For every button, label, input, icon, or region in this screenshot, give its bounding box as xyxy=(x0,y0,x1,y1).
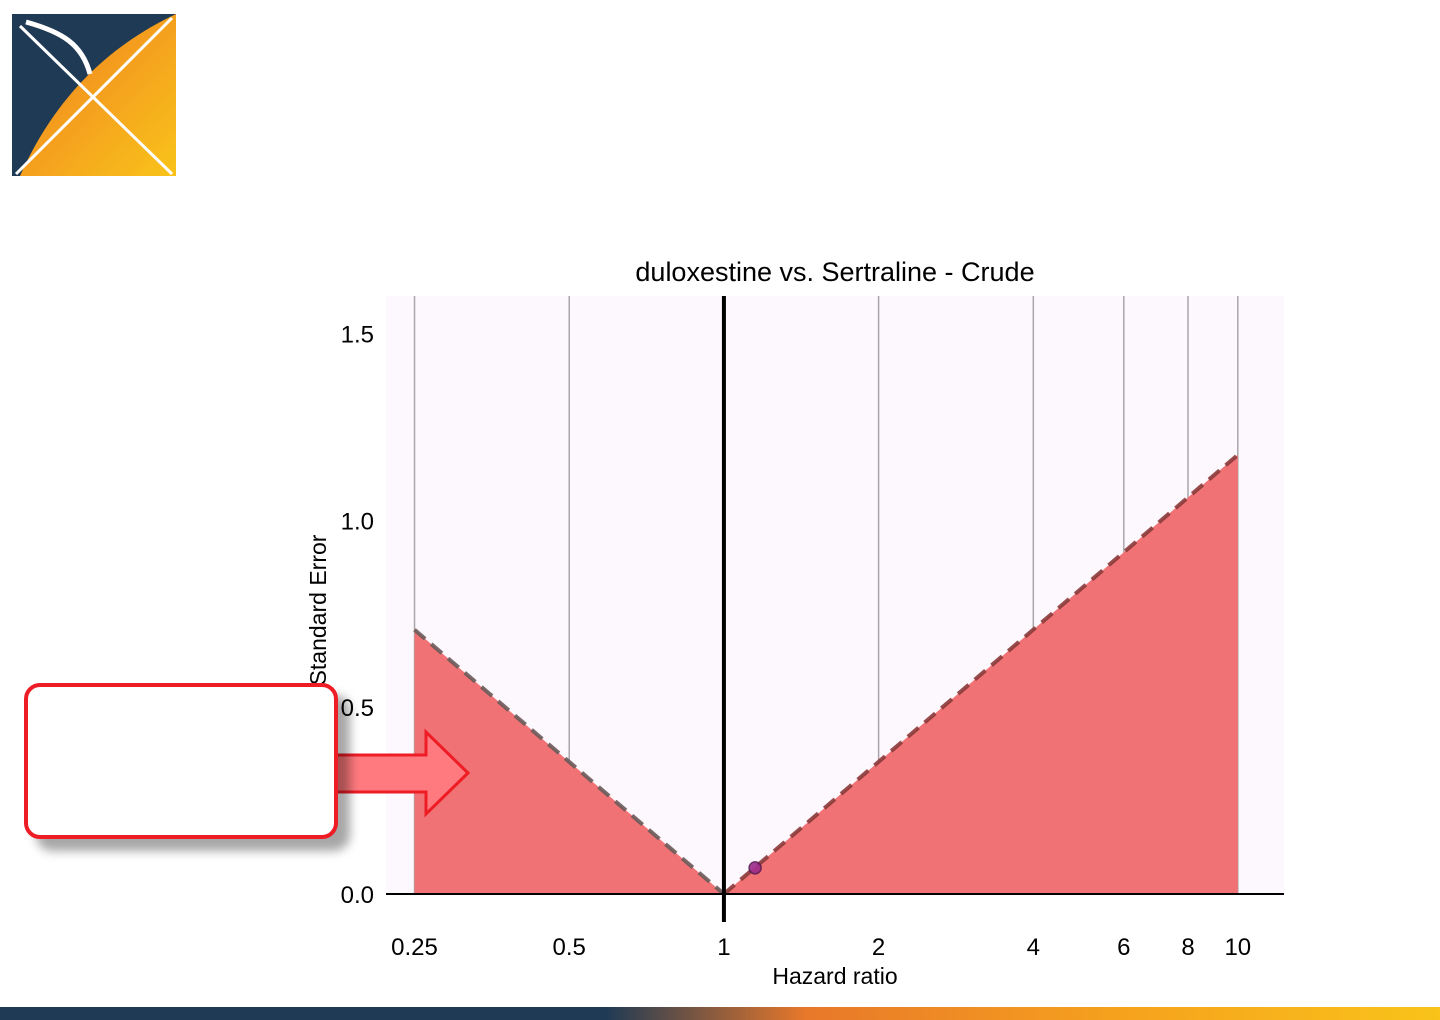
y-tick-label: 1.5 xyxy=(341,321,374,348)
x-tick-label: 8 xyxy=(1181,934,1194,961)
y-tick-label: 1.0 xyxy=(341,508,374,535)
left-boundary-line xyxy=(413,628,726,896)
x-tick-label: 1 xyxy=(717,934,730,961)
x-tick-label: 4 xyxy=(1027,934,1040,961)
y-axis-title: Standard Error xyxy=(305,534,331,685)
ohdsi-logo xyxy=(12,14,176,176)
x-tick-label: 0.5 xyxy=(553,934,586,961)
footer-gradient-bar xyxy=(0,1007,1440,1020)
y-tick-label: 0.0 xyxy=(341,882,374,909)
callout-box xyxy=(24,683,338,839)
callout-arrow xyxy=(331,728,471,818)
data-points xyxy=(748,861,762,875)
x-tick-labels: 0.25 0.5 1 2 4 6 8 10 xyxy=(391,934,1251,961)
chart-title: duloxestine vs. Sertraline - Crude xyxy=(635,257,1034,287)
significance-boundaries xyxy=(413,453,1240,896)
data-point xyxy=(748,861,762,875)
x-tick-label: 10 xyxy=(1224,934,1251,961)
x-tick-label: 0.25 xyxy=(391,934,438,961)
x-tick-label: 6 xyxy=(1117,934,1130,961)
y-tick-labels: 0.0 0.5 1.0 1.5 xyxy=(341,321,374,909)
x-tick-label: 2 xyxy=(872,934,885,961)
x-axis-title: Hazard ratio xyxy=(772,963,897,989)
y-tick-label: 0.5 xyxy=(341,695,374,722)
right-boundary-line xyxy=(722,453,1240,896)
